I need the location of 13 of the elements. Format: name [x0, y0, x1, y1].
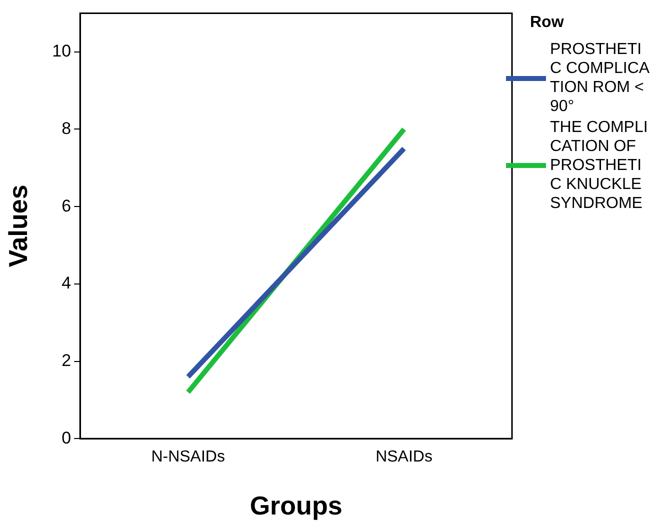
- legend-title: Row: [530, 14, 565, 32]
- x-tick-label: N-NSAIDs: [151, 448, 225, 466]
- x-tick-label: NSAIDs: [376, 448, 432, 466]
- legend-label: THE COMPLICATION OF PROSTHETIC KNUCKLE SYNDROME: [550, 118, 649, 213]
- y-tick-label: 6: [62, 196, 72, 216]
- legend-label: PROSTHETIC COMPLICATION ROM <90°: [550, 40, 650, 116]
- y-tick-label: 0: [62, 428, 72, 448]
- y-tick-label: 2: [62, 350, 72, 370]
- y-tick-label: 10: [52, 42, 72, 61]
- x-axis-title: Groups: [250, 490, 342, 521]
- y-tick-label: 4: [62, 274, 72, 293]
- y-axis-title: Values: [2, 184, 33, 268]
- y-tick-label: 8: [62, 118, 72, 138]
